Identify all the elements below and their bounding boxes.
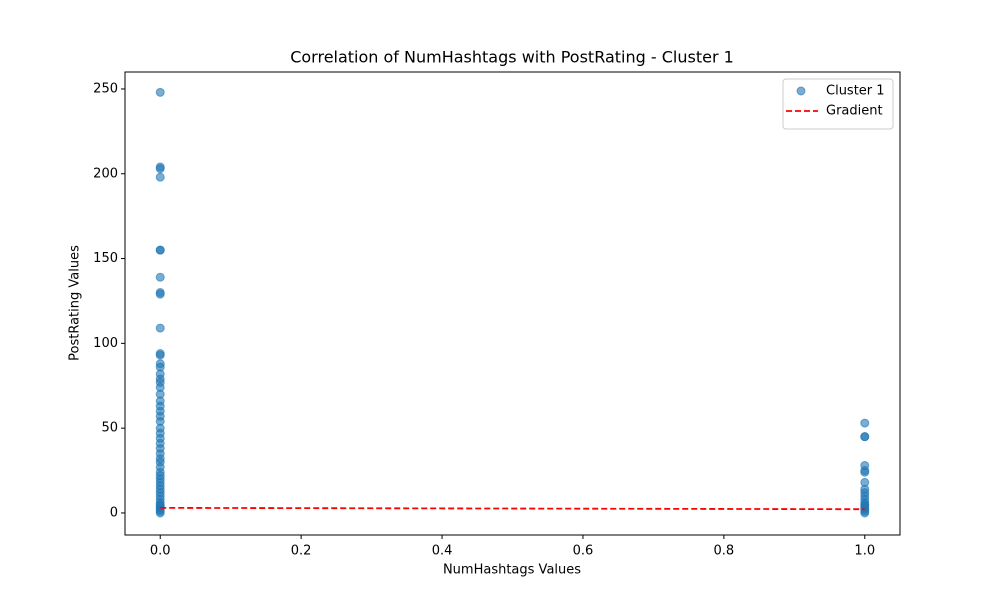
point — [860, 418, 870, 428]
legend-label: Cluster 1 — [826, 84, 885, 99]
x-tick-label: 0.0 — [150, 544, 171, 559]
point — [155, 350, 165, 360]
y-tick-label: 250 — [93, 81, 118, 96]
gradient-line — [160, 506, 865, 511]
point — [860, 432, 870, 442]
x-tick-label: 1.0 — [854, 544, 875, 559]
point — [860, 467, 870, 477]
point — [155, 323, 165, 333]
point — [155, 164, 165, 174]
x-tick-label: 0.4 — [432, 544, 453, 559]
point — [155, 508, 165, 518]
x-tick-label: 0.2 — [291, 544, 312, 559]
point — [155, 272, 165, 282]
y-tick-label: 0 — [110, 505, 118, 520]
point — [155, 87, 165, 97]
chart-title: Correlation of NumHashtags with PostRati… — [290, 48, 734, 67]
y-tick-label: 50 — [101, 421, 118, 436]
y-tick-label: 200 — [93, 166, 118, 181]
x-axis-label: NumHashtags Values — [443, 563, 581, 578]
legend-label: Gradient — [826, 104, 883, 119]
y-tick-label: 100 — [93, 336, 118, 351]
point — [155, 245, 165, 255]
point — [155, 172, 165, 182]
y-tick-label: 150 — [93, 251, 118, 266]
x-tick-label: 0.8 — [714, 544, 735, 559]
legend-swatch — [796, 86, 806, 96]
point — [155, 289, 165, 299]
point — [860, 508, 870, 518]
x-tick-label: 0.6 — [573, 544, 594, 559]
plot-frame — [124, 71, 901, 536]
y-axis-label: PostRating Values — [68, 245, 83, 361]
legend-box — [782, 78, 894, 130]
